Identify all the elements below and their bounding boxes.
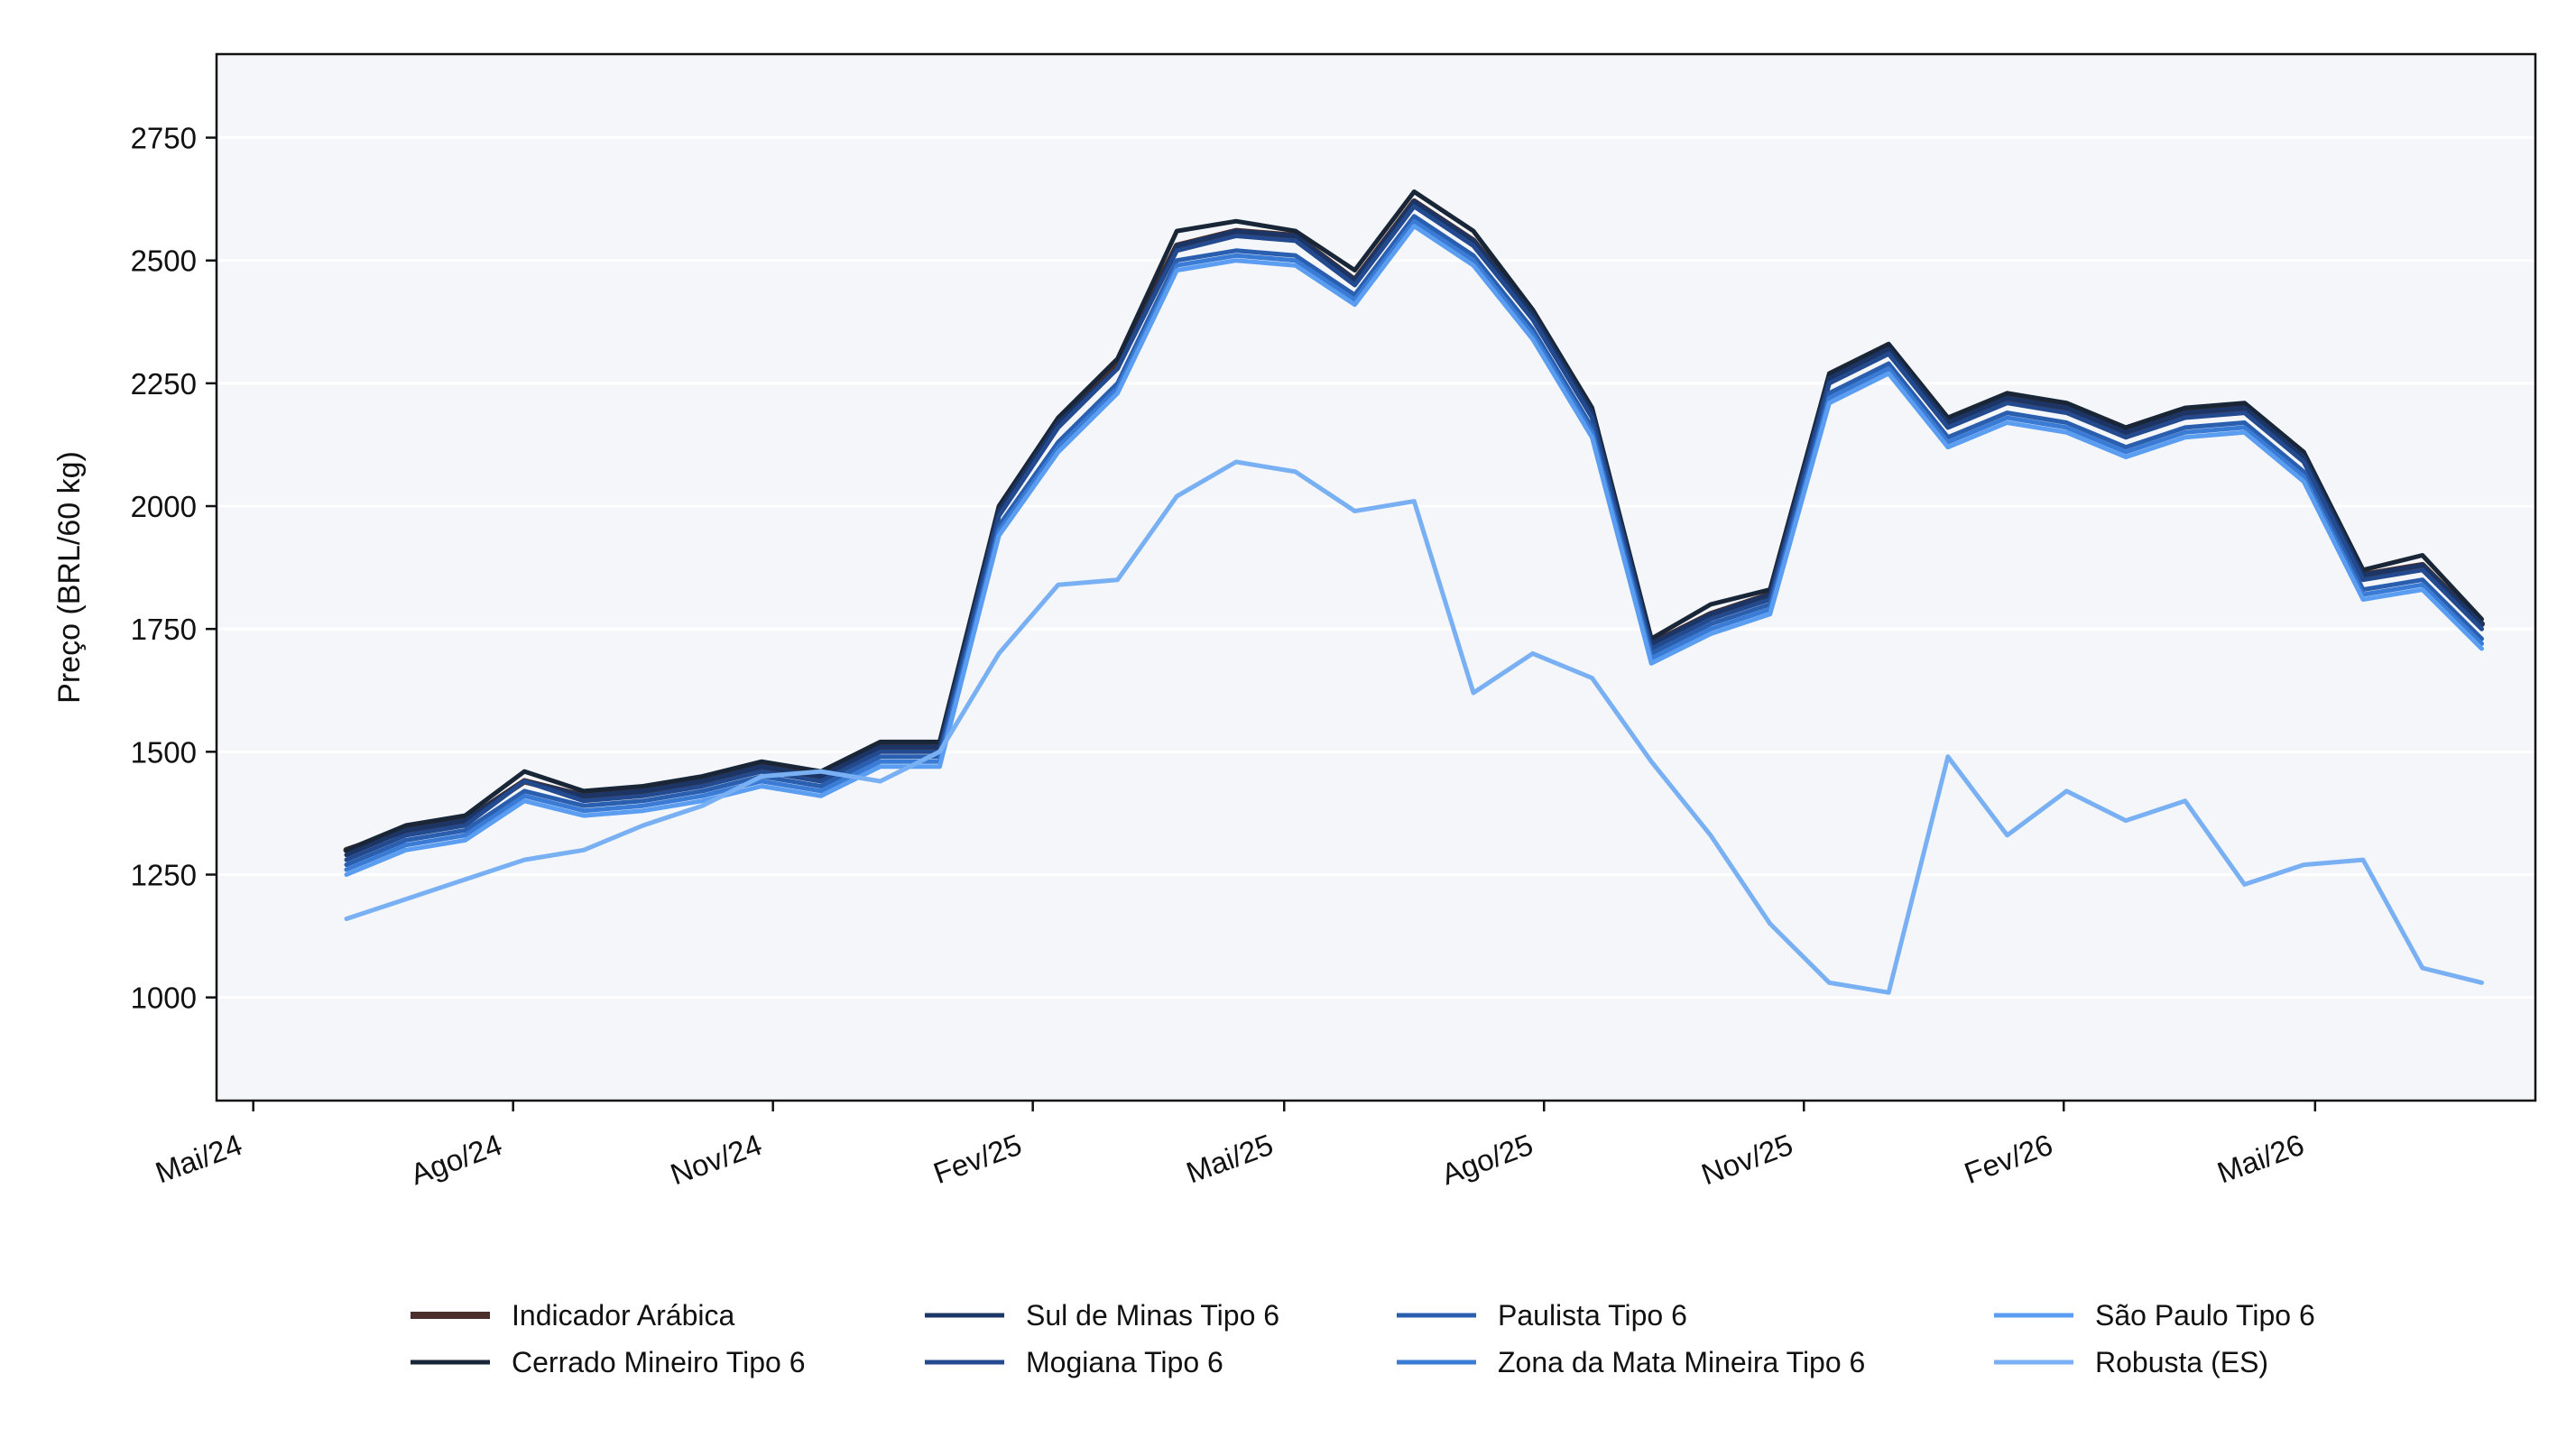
- x-tick-label: Mai/25: [1182, 1128, 1278, 1190]
- y-tick-label: 2000: [131, 490, 197, 523]
- y-tick-label: 2250: [131, 367, 197, 401]
- x-tick-label: Nov/25: [1697, 1128, 1797, 1192]
- y-axis-title: Preço (BRL/60 kg): [52, 451, 87, 704]
- series-line-6: [344, 224, 2484, 877]
- y-tick-label: 2500: [131, 244, 197, 278]
- x-tick-label: Nov/24: [666, 1128, 766, 1192]
- y-tick-label: 1250: [131, 858, 197, 891]
- legend-label: Cerrado Mineiro Tipo 6: [512, 1346, 805, 1378]
- y-tick-label: 1750: [131, 613, 197, 646]
- x-tick-label: Fev/25: [929, 1128, 1026, 1190]
- series-line-3: [344, 204, 2484, 862]
- legend-label: Paulista Tipo 6: [1498, 1299, 1687, 1332]
- series-line-2: [344, 198, 2484, 858]
- legend: Indicador Arábica Cerrado Mineiro Tipo 6 S…: [411, 1299, 2315, 1378]
- legend-label: Robusta (ES): [2095, 1346, 2268, 1378]
- plot-frame: [215, 52, 2537, 1102]
- series-line-5: [344, 218, 2484, 872]
- series-line-7: [344, 459, 2484, 995]
- y-tick-label: 2750: [131, 122, 197, 155]
- x-tick-label: Ago/24: [406, 1128, 506, 1192]
- x-tick-label: Ago/25: [1437, 1128, 1537, 1192]
- legend-label: Zona da Mata Mineira Tipo 6: [1498, 1346, 1865, 1378]
- x-axis: Mai/24 Ago/24 Nov/24 Fev/25 Mai/25 Ago/25 Nov/…: [151, 1101, 2317, 1192]
- y-tick-label: 1000: [131, 982, 197, 1015]
- legend-label: Mogiana Tipo 6: [1026, 1346, 1223, 1378]
- x-tick-label: Fev/26: [1960, 1128, 2056, 1190]
- y-tick-label: 1500: [131, 735, 197, 769]
- legend-label: Indicador Arábica: [512, 1299, 734, 1332]
- series-line-4: [344, 214, 2484, 868]
- series-line-1: [344, 189, 2484, 853]
- legend-label: São Paulo Tipo 6: [2095, 1299, 2315, 1332]
- legend-label: Sul de Minas Tipo 6: [1026, 1299, 1279, 1332]
- x-tick-label: Mai/24: [151, 1128, 246, 1190]
- x-tick-label: Mai/26: [2212, 1128, 2308, 1190]
- y-axis: 1000 1250 1500 1750 2000 2250 2500 2750: [131, 122, 217, 1015]
- plot-background: [217, 54, 2535, 1101]
- series-lines: [343, 189, 2485, 995]
